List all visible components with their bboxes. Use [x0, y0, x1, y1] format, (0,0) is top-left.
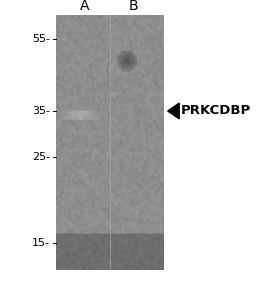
Text: 25-: 25-	[32, 152, 50, 162]
Text: 15-: 15-	[32, 238, 50, 248]
Text: © ProSci Inc.: © ProSci Inc.	[85, 177, 135, 216]
Polygon shape	[168, 103, 179, 119]
Text: 55-: 55-	[32, 34, 50, 44]
Text: A: A	[80, 0, 89, 13]
Text: PRKCDBP: PRKCDBP	[180, 105, 251, 117]
Text: 35-: 35-	[32, 106, 50, 116]
Text: B: B	[128, 0, 138, 13]
